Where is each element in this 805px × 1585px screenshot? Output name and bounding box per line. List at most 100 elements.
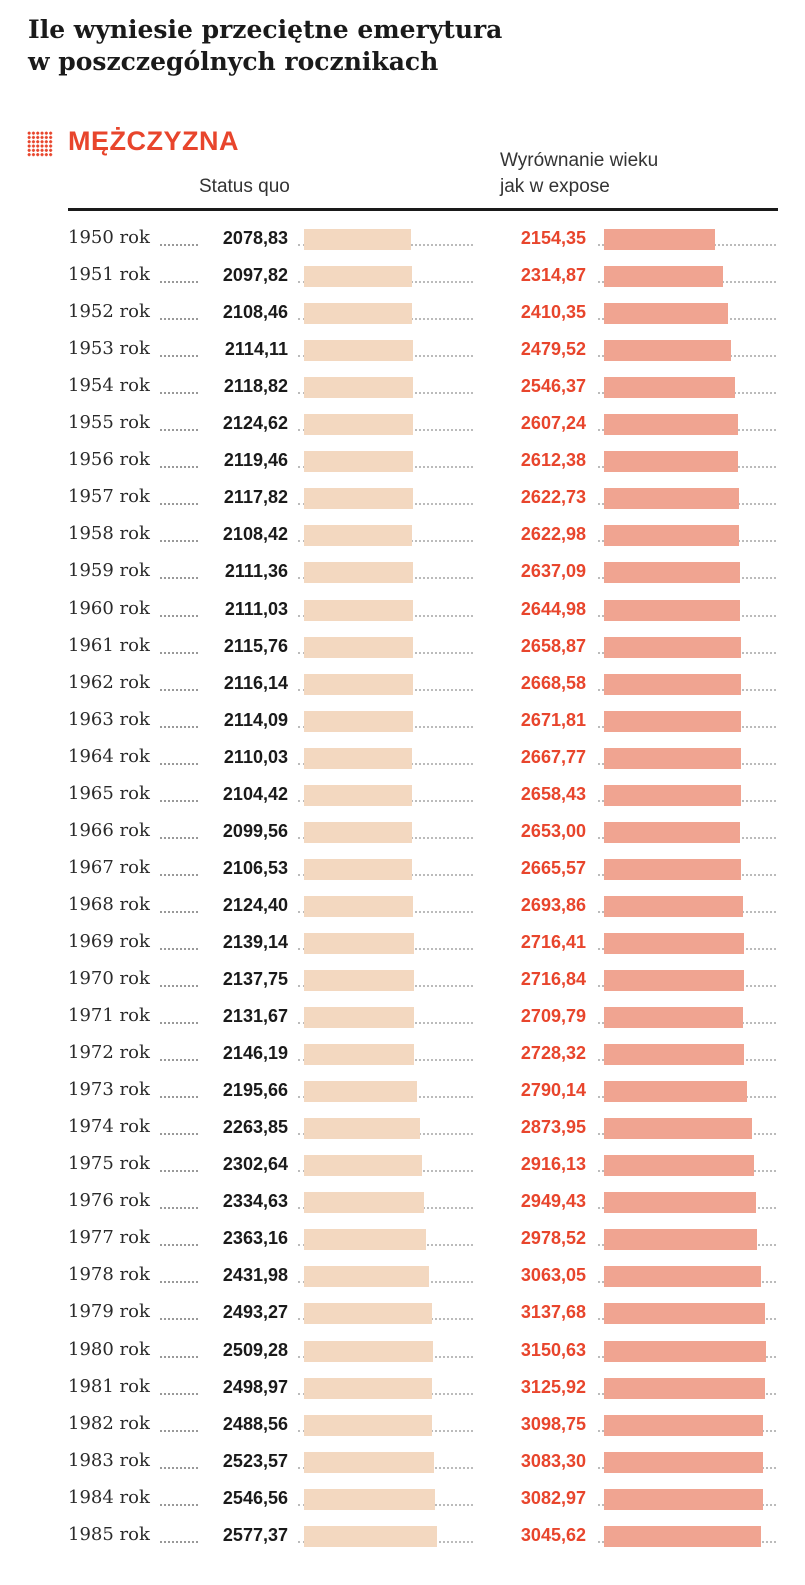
- status-quo-value-label: 2078,83: [222, 228, 288, 248]
- year-label: 1970 rok: [68, 968, 150, 989]
- expose-bar: [604, 1266, 762, 1288]
- expose-bar: [604, 599, 740, 621]
- expose-value-label: 2873,95: [520, 1117, 586, 1138]
- expose-value-label: 2978,52: [520, 1228, 586, 1249]
- year-label: 1957 rok: [68, 486, 150, 508]
- expose-bar: [604, 1007, 744, 1029]
- status-quo-value-label: 2111,03: [224, 598, 288, 619]
- year-label: 1978 rok: [68, 1264, 150, 1286]
- year-label: 1960 rok: [68, 597, 150, 619]
- leader-dots: [160, 873, 198, 876]
- expose-bar: [604, 858, 742, 880]
- year-label: 1964 rok: [68, 745, 150, 767]
- expose-bar: [604, 1451, 763, 1473]
- leader-dots: [160, 1540, 198, 1543]
- year-label: 1974 rok: [68, 1116, 150, 1138]
- leader-dots: [160, 1059, 198, 1062]
- status-quo-value-label: 2493,27: [222, 1302, 288, 1323]
- year-label: 1953 rok: [68, 338, 150, 360]
- expose-bar: [604, 1488, 763, 1510]
- leader-dots: [160, 799, 198, 802]
- table-row: 1954 rok 2118,82 2546,37: [0, 370, 805, 407]
- status-quo-bar: [304, 1192, 425, 1214]
- leader-dots: [160, 1096, 198, 1099]
- status-quo-bar: [304, 377, 413, 399]
- expose-value-label: 2546,37: [520, 376, 586, 397]
- expose-value-label: 3083,30: [520, 1450, 586, 1471]
- table-row: 1952 rok 2108,46 2410,35: [0, 296, 805, 333]
- table-row: 1962 rok 2116,14 2668,58: [0, 667, 805, 704]
- status-quo-value-label: 2116,14: [223, 672, 288, 693]
- expose-value-label: 2644,98: [520, 598, 586, 619]
- expose-value-label: 2658,43: [520, 783, 586, 804]
- expose-bar: [604, 710, 742, 732]
- table-row: 1960 rok 2111,03 2644,98: [0, 593, 805, 630]
- table-row: 1972 rok 2146,19 2728,32: [0, 1037, 805, 1074]
- expose-value-label: 3098,75: [520, 1413, 586, 1434]
- leader-dots: [160, 614, 198, 617]
- leader-dots: [160, 429, 198, 432]
- status-quo-bar: [304, 303, 413, 325]
- year-label: 1955 rok: [68, 412, 150, 434]
- year-label: 1951 rok: [68, 264, 150, 286]
- expose-bar: [604, 1192, 756, 1214]
- expose-bar: [604, 784, 741, 806]
- expose-bar: [604, 229, 715, 250]
- expose-bar: [604, 562, 740, 584]
- table-row: 1976 rok 2334,63 2949,43: [0, 1185, 805, 1222]
- status-quo-bar: [304, 599, 413, 621]
- table-row: 1982 rok 2488,56 3098,75: [0, 1408, 805, 1445]
- expose-value-label: 2637,09: [520, 561, 586, 582]
- year-label: 1961 rok: [68, 634, 150, 656]
- status-quo-value-label: 2431,98: [222, 1265, 288, 1286]
- table-row: 1964 rok 2110,03 2667,77: [0, 741, 805, 778]
- status-quo-bar: [304, 747, 413, 769]
- status-quo-bar: [304, 636, 413, 658]
- table-row: 1973 rok 2195,66 2790,14: [0, 1074, 805, 1111]
- table-row: 1956 rok 2119,46 2612,38: [0, 444, 805, 481]
- expose-value-label: 2716,84: [520, 969, 586, 989]
- status-quo-value-label: 2302,64: [222, 1154, 288, 1175]
- expose-value-label: 2716,41: [520, 931, 586, 952]
- leader-dots: [160, 762, 198, 765]
- year-label: 1969 rok: [68, 930, 150, 952]
- status-quo-bar: [304, 673, 413, 695]
- status-quo-bar: [304, 266, 412, 288]
- year-label: 1973 rok: [68, 1079, 150, 1101]
- status-quo-value-label: 2110,03: [223, 746, 288, 767]
- status-quo-value-label: 2137,75: [222, 969, 288, 989]
- table-row: 1965 rok 2104,42 2658,43: [0, 778, 805, 815]
- leader-dots: [160, 1503, 198, 1506]
- status-quo-bar: [304, 895, 414, 917]
- status-quo-bar: [304, 1044, 415, 1066]
- leader-dots: [160, 281, 198, 284]
- expose-bar: [604, 266, 724, 288]
- expose-value-label: 2728,32: [520, 1043, 586, 1064]
- expose-bar: [604, 1081, 748, 1103]
- leader-dots: [160, 1281, 198, 1284]
- status-quo-bar: [304, 1414, 432, 1436]
- leader-dots: [160, 355, 198, 358]
- status-quo-bar: [304, 488, 413, 510]
- leader-dots: [160, 1466, 198, 1469]
- expose-value-label: 2668,58: [520, 672, 586, 693]
- table-row: 1957 rok 2117,82 2622,73: [0, 481, 805, 518]
- table-row: 1953 rok 2114,11 2479,52: [0, 333, 805, 370]
- expose-bar: [604, 1229, 758, 1251]
- status-quo-value-label: 2546,56: [222, 1487, 288, 1508]
- table-row: 1980 rok 2509,28 3150,63: [0, 1334, 805, 1371]
- status-quo-value-label: 2114,11: [224, 339, 288, 360]
- expose-bar: [604, 1155, 754, 1177]
- status-quo-bar: [304, 1229, 426, 1251]
- expose-value-label: 2622,73: [520, 487, 586, 508]
- status-quo-bar: [304, 1155, 423, 1177]
- table-row: 1974 rok 2263,85 2873,95: [0, 1111, 805, 1148]
- expose-value-label: 3137,68: [520, 1302, 586, 1323]
- leader-dots: [160, 1170, 198, 1173]
- year-label: 1975 rok: [68, 1153, 150, 1175]
- expose-value-label: 2790,14: [520, 1080, 586, 1101]
- status-quo-bar: [304, 1451, 434, 1473]
- expose-value-label: 3150,63: [520, 1339, 586, 1360]
- year-label: 1968 rok: [68, 893, 150, 915]
- status-quo-value-label: 2488,56: [222, 1413, 288, 1434]
